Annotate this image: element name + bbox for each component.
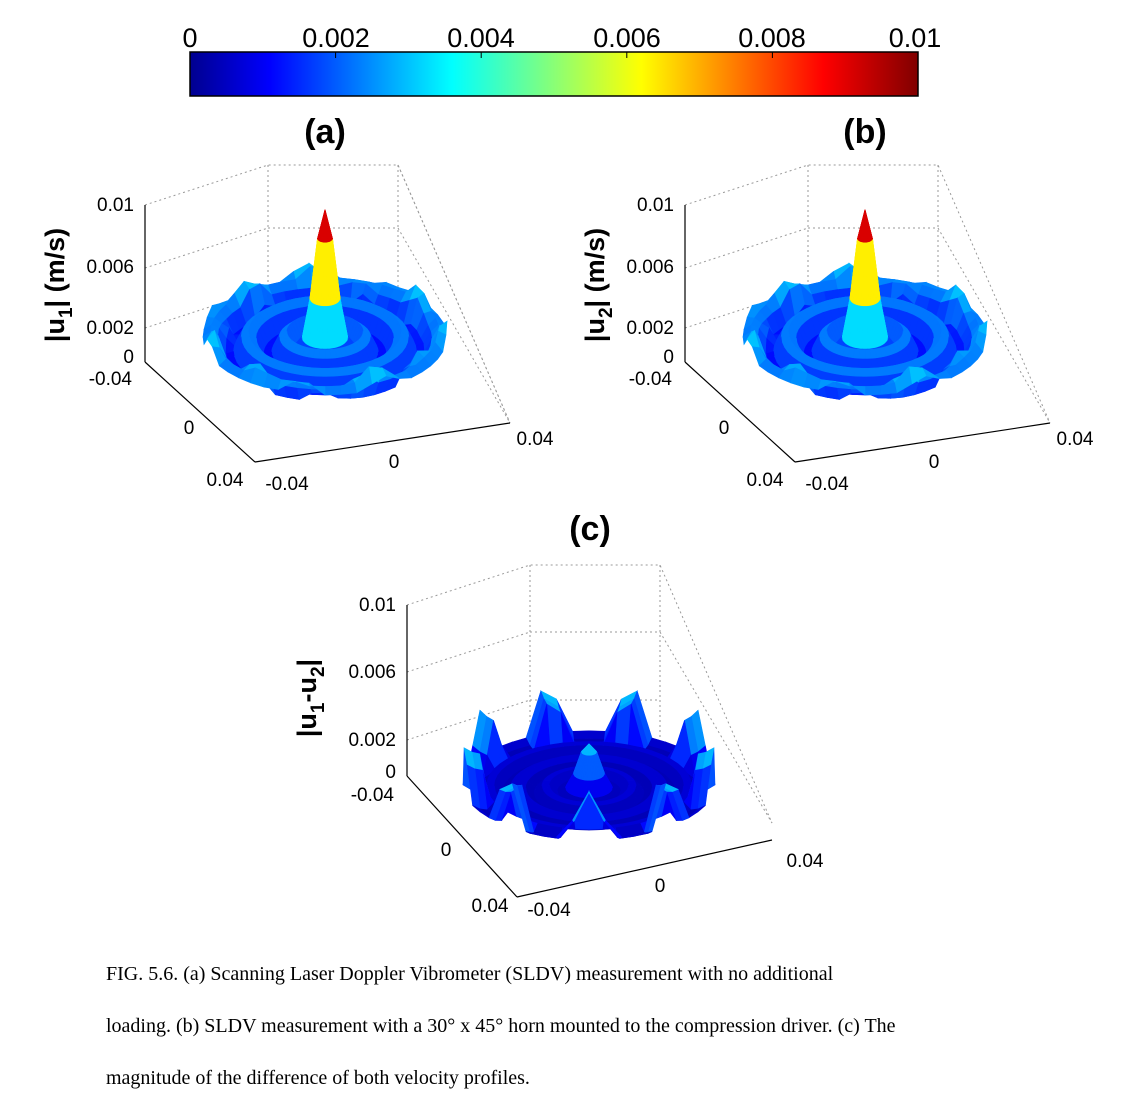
y-tick: -0.04	[351, 785, 395, 806]
surface-facet	[572, 790, 590, 823]
z-tick: 0.01	[97, 195, 134, 216]
z-tick: 0	[123, 347, 134, 368]
figure-caption: FIG. 5.6. (a) Scanning Laser Doppler Vib…	[106, 948, 1016, 1104]
y-tick: 0.04	[207, 470, 244, 491]
caption-line: loading. (b) SLDV measurement with a 30°…	[106, 1015, 896, 1037]
z-axis-label-c: |u1-u2|	[292, 659, 329, 737]
z-tick: 0.002	[626, 318, 674, 339]
z-tick: 0.01	[637, 195, 674, 216]
z-tick: 0.006	[86, 257, 134, 278]
colorbar-tick: 0.008	[738, 23, 806, 53]
surface-facet	[874, 366, 888, 378]
y-tick: 0	[441, 840, 452, 861]
y-tick: 0	[184, 418, 195, 439]
surface-facet	[837, 387, 853, 400]
z-tick: 0	[385, 762, 396, 783]
surface-facet	[864, 349, 872, 360]
surface-facet	[313, 367, 326, 378]
y-tick: 0.04	[747, 470, 784, 491]
surface-facet	[682, 779, 692, 787]
surface-facet	[318, 349, 326, 360]
z-tick: 0.002	[348, 730, 396, 751]
surface-facet	[853, 367, 866, 378]
panel-label-b: (b)	[843, 113, 886, 151]
x-tick: -0.04	[265, 474, 309, 495]
surface-facet	[302, 366, 316, 378]
panel-a: 0.01 0.006 0.002 0 -0.04 0 0.04 -0.04 0 …	[40, 164, 554, 495]
surface-facet	[864, 367, 877, 378]
z-axis-label-b: |u2| (m/s)	[580, 228, 617, 342]
caption-line: FIG. 5.6. (a) Scanning Laser Doppler Vib…	[106, 963, 834, 985]
colorbar-tick: 0.004	[447, 23, 515, 53]
x-tick: 0	[389, 452, 400, 473]
panel-label-a: (a)	[304, 113, 346, 151]
colorbar-tick: 0.002	[302, 23, 370, 53]
colorbar-tick: 0.006	[593, 23, 661, 53]
x-tick: 0.04	[517, 429, 554, 450]
colorbar-tick: 0.01	[889, 23, 942, 53]
panel-b: 0.01 0.006 0.002 0 -0.04 0 0.04 -0.04 0 …	[580, 164, 1094, 495]
x-tick: 0	[929, 452, 940, 473]
surface-facet	[324, 349, 332, 360]
y-tick: -0.04	[89, 369, 133, 390]
z-tick: 0.006	[626, 257, 674, 278]
z-tick: 0.01	[359, 595, 396, 616]
surface-facet	[864, 385, 882, 396]
panel-label-c: (c)	[569, 510, 611, 548]
x-tick: 0.04	[787, 851, 824, 872]
surface-facet	[334, 366, 348, 378]
surface-facet	[842, 366, 856, 378]
y-tick: 0.04	[472, 896, 509, 917]
surface-facet	[848, 382, 866, 396]
z-axis-label-a: |u1| (m/s)	[40, 228, 77, 342]
surface-facet	[588, 730, 606, 740]
z-tick: 0.006	[348, 662, 396, 683]
z-tick: 0.002	[86, 318, 134, 339]
figure: 0 0.002 0.004 0.006 0.008 0.01 (a) (b) (…	[40, 23, 1094, 921]
y-tick: 0	[719, 418, 730, 439]
surface-facet	[324, 385, 342, 396]
surface-b	[742, 209, 988, 401]
surface-facet	[858, 349, 866, 360]
z-tick: 0	[663, 347, 674, 368]
colorbar: 0 0.002 0.004 0.006 0.008 0.01	[182, 23, 942, 97]
surface-a	[202, 209, 448, 401]
colorbar-tick: 0	[182, 23, 197, 53]
y-tick: -0.04	[629, 369, 673, 390]
surface-c	[462, 689, 716, 839]
surface-facet	[297, 387, 313, 400]
colorbar-gradient	[189, 51, 919, 97]
panel-c: 0.01 0.006 0.002 0 -0.04 0 0.04 -0.04 0 …	[292, 564, 824, 921]
x-tick: 0.04	[1057, 429, 1094, 450]
caption-line: magnitude of the difference of both velo…	[106, 1067, 530, 1089]
x-tick: 0	[655, 876, 666, 897]
x-tick: -0.04	[527, 900, 571, 921]
surface-facet	[486, 779, 496, 787]
surface-facet	[572, 730, 590, 740]
surface-facet	[308, 382, 326, 396]
x-tick: -0.04	[805, 474, 849, 495]
surface-facet	[324, 367, 337, 378]
